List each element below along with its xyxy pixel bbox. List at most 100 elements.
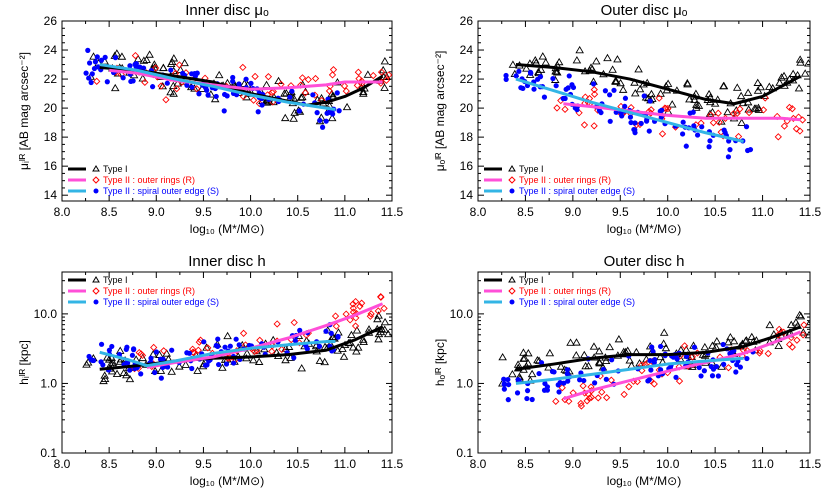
rings-point	[625, 383, 633, 391]
type1-point	[800, 69, 810, 77]
type1-point	[107, 353, 116, 362]
spiral-point	[694, 132, 701, 138]
spiral-point	[132, 61, 138, 67]
type1-point	[667, 100, 677, 108]
x-tick-label: 11.5	[381, 457, 404, 471]
rings-point	[577, 402, 586, 410]
legend-label: Type I	[519, 164, 544, 174]
type1-point	[104, 355, 114, 363]
rings-point	[789, 114, 798, 123]
spiral-point	[607, 92, 613, 98]
type1-point	[601, 356, 611, 365]
spiral-point	[707, 138, 713, 144]
rings-point	[325, 87, 334, 95]
type1-point	[133, 54, 143, 63]
rings-point	[374, 307, 382, 315]
spiral-point	[650, 348, 656, 355]
spiral-point	[168, 67, 174, 73]
rings-point	[162, 96, 170, 104]
plot-area	[503, 45, 810, 160]
type1-point	[520, 354, 529, 362]
rings-point	[249, 96, 258, 104]
rings-point	[278, 345, 286, 354]
type1-point	[723, 107, 732, 116]
type1-point	[352, 347, 361, 355]
spiral-point	[320, 124, 326, 130]
type1-point	[508, 369, 517, 378]
rings-point	[301, 89, 309, 97]
type1-point	[775, 78, 784, 86]
spiral-point	[529, 396, 535, 403]
legend-marker	[509, 299, 515, 305]
rings-point	[785, 340, 794, 349]
spiral-point	[550, 75, 556, 82]
spiral-point	[744, 355, 750, 362]
x-tick-label: 8.0	[470, 205, 487, 219]
spiral-point	[503, 72, 509, 79]
spiral-point	[501, 381, 507, 387]
y-tick-label: 16	[460, 159, 474, 173]
x-tick-label: 10.0	[239, 205, 263, 219]
type1-point	[732, 83, 742, 91]
type1-point	[156, 366, 166, 374]
legend-label: Type I	[519, 275, 544, 285]
rings-point	[680, 342, 689, 350]
spiral-point	[230, 74, 236, 81]
spiral-point	[127, 63, 133, 69]
spiral-point	[324, 110, 330, 116]
rings-point	[264, 73, 273, 81]
rings-point	[724, 364, 733, 372]
type1-point	[544, 363, 553, 371]
type1-point	[358, 335, 368, 343]
spiral-point	[243, 76, 249, 82]
y-tick-label: 14	[44, 188, 58, 202]
type1-point	[142, 55, 151, 64]
rings-point	[160, 347, 168, 355]
rings-point	[774, 133, 782, 141]
x-tick-label: 8.5	[517, 457, 534, 471]
spiral-point	[727, 350, 733, 357]
plot-area	[83, 47, 392, 130]
spiral-point	[501, 376, 507, 382]
type1-point	[592, 57, 601, 65]
plot-frame	[61, 20, 393, 202]
spiral-point	[590, 81, 597, 87]
spiral-point	[505, 397, 511, 403]
legend-marker	[92, 176, 100, 184]
x-tick-label: 9.0	[565, 205, 582, 219]
y-tick-label: 0.1	[40, 446, 57, 460]
type1-point	[115, 357, 125, 365]
rings-point	[756, 347, 764, 355]
x-axis-label: log₁₀ (M*/M⊙)	[190, 222, 264, 236]
spiral-point	[503, 76, 509, 82]
spiral-point	[98, 359, 104, 365]
rings-point	[377, 293, 385, 301]
type1-point	[634, 64, 643, 73]
type1-point	[724, 337, 733, 346]
legend-label: Type II : outer rings (R)	[103, 175, 195, 185]
spiral-point	[83, 70, 89, 76]
rings-point	[329, 66, 338, 74]
rings-point	[715, 118, 723, 126]
spiral-point	[85, 47, 91, 53]
y-tick-label: 16	[44, 159, 58, 173]
spiral-point	[158, 375, 164, 381]
rings-point	[193, 85, 201, 93]
type1-point	[380, 317, 390, 326]
spiral-point	[541, 387, 548, 393]
type1-point	[683, 79, 692, 88]
type1-point	[737, 118, 746, 126]
type1-point	[280, 89, 289, 97]
type1-point	[180, 58, 189, 67]
plot-area	[498, 310, 810, 410]
type1-point	[554, 57, 564, 66]
type1-point	[320, 357, 329, 366]
panel-title: Inner disc h	[188, 253, 266, 270]
type1-point	[218, 363, 227, 371]
rings-point	[131, 51, 140, 60]
spiral-point	[536, 370, 542, 377]
spiral-point	[88, 79, 94, 86]
rings-point	[358, 299, 366, 307]
spiral-point	[215, 361, 222, 368]
type1-point	[804, 59, 810, 67]
